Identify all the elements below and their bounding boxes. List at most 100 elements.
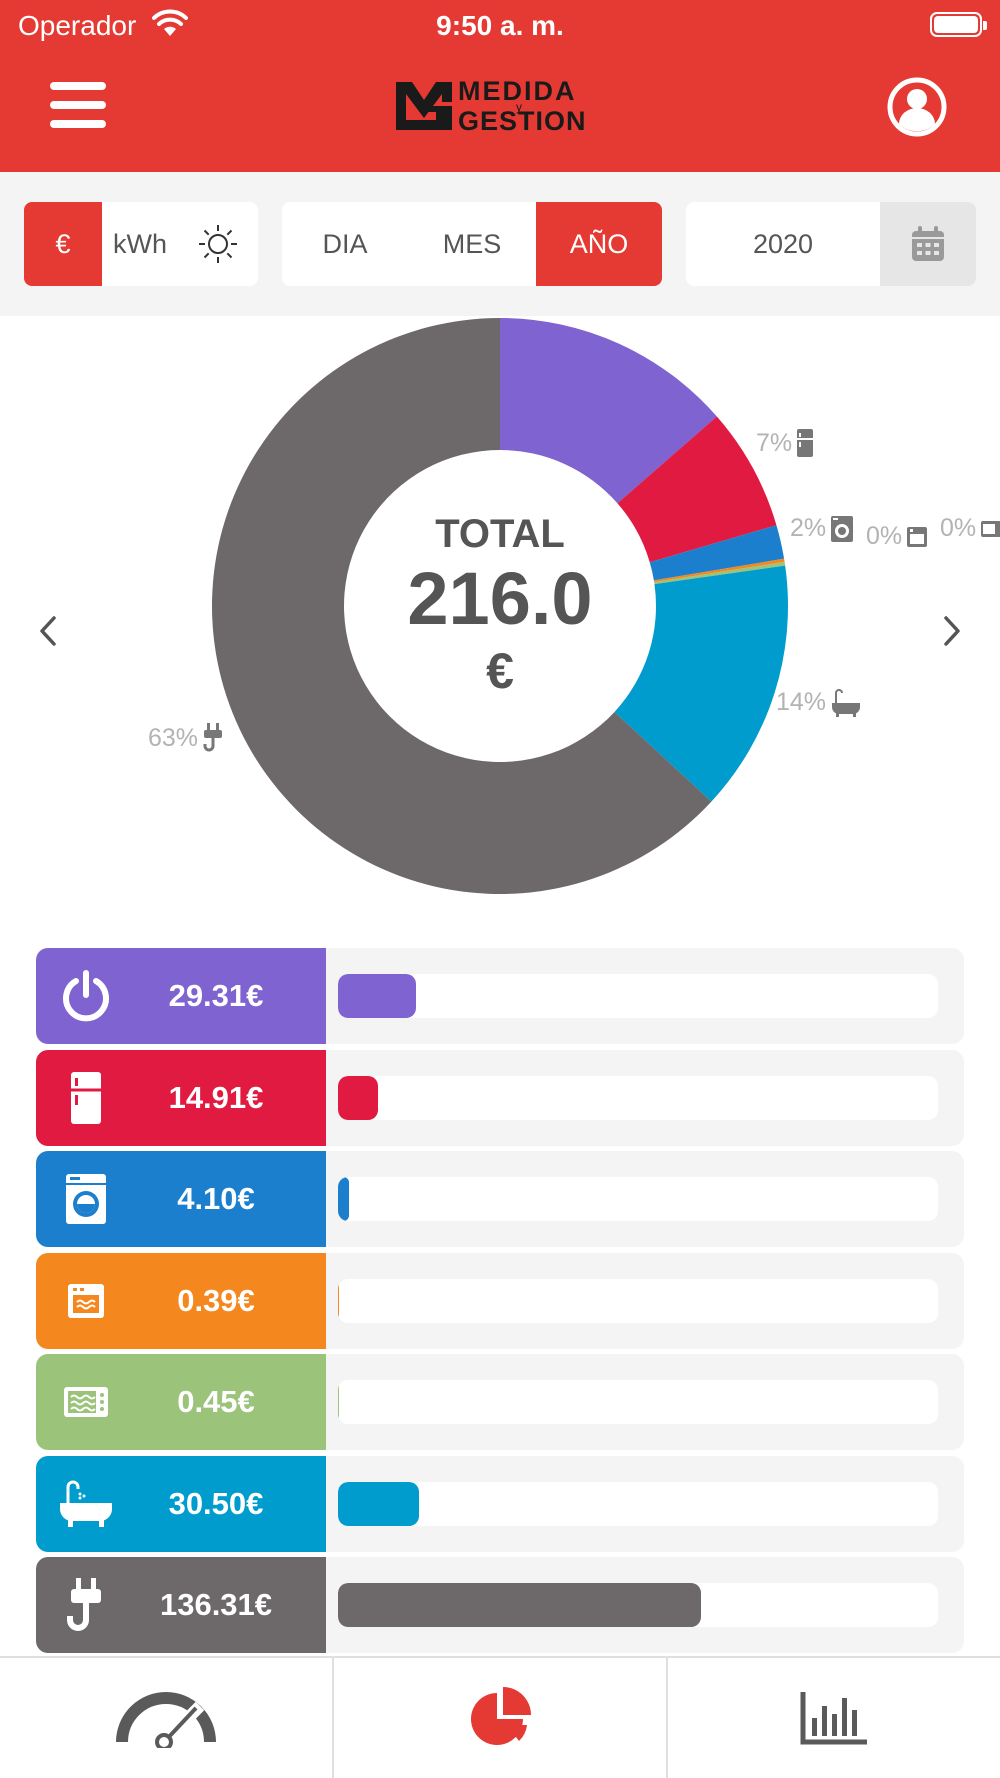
bar-label: 29.31€ bbox=[36, 948, 326, 1044]
donut-center-label: TOTAL bbox=[435, 512, 565, 556]
power-icon bbox=[63, 970, 109, 1022]
donut-slice-water-heater[interactable] bbox=[614, 565, 788, 802]
pct-value: 2% bbox=[790, 514, 827, 542]
bar-value: 29.31€ bbox=[168, 978, 264, 1013]
bar-row-washer[interactable]: 4.10€ bbox=[36, 1151, 964, 1247]
year-field[interactable]: 2020 bbox=[752, 228, 814, 259]
bar-row-oven[interactable]: 0.39€ bbox=[36, 1252, 964, 1349]
speedometer-icon bbox=[116, 1692, 216, 1748]
bar-value: 4.10€ bbox=[177, 1181, 255, 1216]
oven-icon bbox=[68, 1283, 104, 1318]
pct-label-microwave: 0% bbox=[940, 514, 1000, 543]
plug-icon bbox=[203, 723, 223, 752]
pct-label-other: 63% bbox=[148, 722, 224, 754]
period-day-option[interactable]: DIA bbox=[322, 228, 368, 259]
pct-label-water-heater: 14% bbox=[776, 688, 862, 717]
pct-value: 14% bbox=[776, 688, 827, 716]
bar-row-standby[interactable]: 29.31€ bbox=[36, 948, 964, 1044]
pct-value: 63% bbox=[148, 723, 199, 752]
pct-label-oven: 0% bbox=[866, 522, 928, 551]
donut-slice-standby[interactable] bbox=[500, 318, 717, 504]
donut-slice-oven[interactable] bbox=[653, 558, 785, 583]
bar-value: 14.91€ bbox=[168, 1079, 264, 1115]
wifi-icon bbox=[152, 9, 188, 36]
bar-value: 0.45€ bbox=[177, 1384, 255, 1419]
bar-fill bbox=[338, 1075, 378, 1120]
consumption-donut-chart: TOTAL 216.0 € 7% 2% 0% 0% 14% 63% bbox=[0, 316, 1000, 916]
bar-value: 30.50€ bbox=[168, 1485, 264, 1521]
sun-icon bbox=[199, 225, 237, 263]
logo-mark-icon bbox=[396, 82, 452, 130]
app-logo: MEDIDA y GESTION bbox=[392, 74, 612, 138]
microwave-icon bbox=[981, 520, 1000, 537]
app-header: Operador 9:50 a. m. MEDIDA y GESTION bbox=[0, 0, 1000, 172]
washing-machine-icon bbox=[66, 1174, 106, 1224]
period-month-option[interactable]: MES bbox=[442, 228, 502, 259]
fridge-icon bbox=[797, 429, 814, 457]
donut-slice-other[interactable] bbox=[212, 318, 712, 894]
donut-center-unit: € bbox=[486, 643, 514, 699]
consumption-bars: 29.31€ 14.91€ bbox=[36, 948, 964, 1659]
donut-svg bbox=[212, 318, 788, 894]
donut-slice-microwave[interactable] bbox=[654, 561, 786, 585]
fridge-icon bbox=[71, 1071, 101, 1124]
pct-value: 7% bbox=[756, 428, 793, 457]
pct-label-washer: 2% bbox=[790, 514, 854, 543]
bar-fill bbox=[338, 1177, 349, 1221]
calendar-button[interactable] bbox=[880, 202, 976, 286]
date-picker: 2020 bbox=[686, 202, 976, 286]
hamburger-icon bbox=[50, 82, 106, 90]
bar-label: 0.39€ bbox=[36, 1252, 326, 1349]
donut-slice-fridge[interactable] bbox=[617, 416, 777, 563]
unit-euro-option[interactable]: € bbox=[24, 202, 102, 286]
sun-toggle[interactable] bbox=[178, 202, 258, 286]
period-selector: DIA MES AÑO bbox=[282, 202, 662, 286]
filter-bar: € kWh DIA MES AÑO 2020 bbox=[0, 172, 1000, 316]
pct-value: 0% bbox=[866, 522, 903, 550]
bar-label: 0.45€ bbox=[36, 1354, 326, 1450]
tab-distribution[interactable] bbox=[334, 1658, 668, 1778]
bar-label: 30.50€ bbox=[36, 1455, 326, 1552]
unit-selector: € kWh bbox=[24, 202, 258, 286]
tab-history[interactable] bbox=[668, 1658, 1000, 1778]
bar-label: 136.31€ bbox=[36, 1557, 326, 1653]
bar-fill bbox=[338, 1380, 340, 1424]
washing-machine-icon bbox=[831, 515, 854, 542]
bar-row-fridge[interactable]: 14.91€ bbox=[36, 1049, 964, 1146]
bar-fill bbox=[338, 1583, 702, 1627]
tab-dashboard[interactable] bbox=[0, 1658, 334, 1778]
menu-button[interactable] bbox=[50, 82, 106, 128]
period-year-option[interactable]: AÑO bbox=[536, 202, 662, 286]
pct-value: 0% bbox=[940, 514, 977, 542]
status-bar: Operador 9:50 a. m. bbox=[0, 0, 1000, 52]
bar-value: 0.39€ bbox=[177, 1282, 255, 1318]
bathtub-icon bbox=[60, 1480, 112, 1527]
bottom-navigation bbox=[0, 1656, 1000, 1778]
microwave-icon bbox=[64, 1387, 108, 1417]
user-profile-icon[interactable] bbox=[886, 76, 948, 138]
bathtub-icon bbox=[832, 688, 861, 717]
battery-icon bbox=[930, 12, 987, 37]
bar-fill bbox=[338, 1481, 420, 1526]
bar-fill bbox=[338, 974, 417, 1018]
next-arrow-icon[interactable] bbox=[932, 606, 972, 656]
logo-text-line1: MEDIDA bbox=[458, 76, 577, 106]
bar-row-water-heater[interactable]: 30.50€ bbox=[36, 1455, 964, 1552]
pie-chart-icon bbox=[471, 1687, 531, 1745]
bar-row-other[interactable]: 136.31€ bbox=[36, 1557, 964, 1653]
bar-label: 4.10€ bbox=[36, 1151, 326, 1247]
unit-kwh-option[interactable]: kWh bbox=[113, 228, 167, 259]
donut-slice-washer[interactable] bbox=[649, 525, 785, 581]
logo-text-line2: GESTION bbox=[458, 106, 587, 136]
pct-label-fridge: 7% bbox=[756, 428, 814, 458]
donut-center-value: 216.0 bbox=[407, 557, 593, 640]
calendar-icon bbox=[912, 226, 944, 261]
logo-text-y: y bbox=[516, 100, 522, 114]
bar-row-microwave[interactable]: 0.45€ bbox=[36, 1354, 964, 1450]
oven-icon bbox=[907, 526, 928, 547]
previous-arrow-icon[interactable] bbox=[28, 606, 68, 656]
carrier-label: Operador bbox=[18, 10, 137, 41]
clock: 9:50 a. m. bbox=[436, 10, 564, 41]
plug-icon bbox=[67, 1578, 101, 1631]
bar-chart-icon bbox=[800, 1692, 867, 1745]
